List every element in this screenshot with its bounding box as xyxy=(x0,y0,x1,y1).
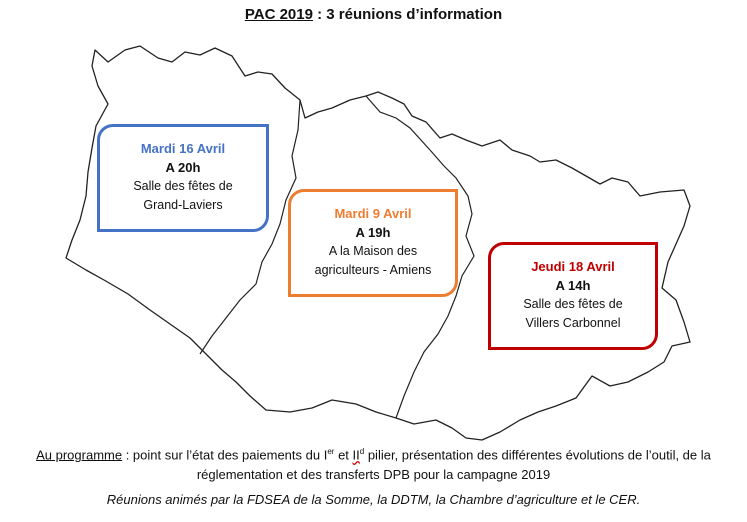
meeting-place-town: Villers Carbonnel xyxy=(525,316,621,330)
meeting-time: A 14h xyxy=(555,278,591,293)
department-border xyxy=(65,45,691,441)
meeting-place: A la Maison des xyxy=(328,244,418,258)
meeting-place: Salle des fêtes de xyxy=(133,179,233,193)
meeting-date: Jeudi 18 Avril xyxy=(531,259,615,274)
meeting-card-villers-carbonnel: Jeudi 18 Avril A 14h Salle des fêtes de … xyxy=(488,242,658,350)
district-border-east xyxy=(395,149,475,419)
meeting-time: A 19h xyxy=(355,225,391,240)
district-border-north xyxy=(365,95,431,151)
programme-text: Au programme : point sur l’état des paie… xyxy=(36,447,711,483)
meeting-place-town: agriculteurs - Amiens xyxy=(314,263,432,277)
meeting-date: Mardi 9 Avril xyxy=(334,206,412,221)
meeting-time: A 20h xyxy=(165,160,201,175)
district-border-west xyxy=(199,99,301,355)
meeting-card-grand-laviers: Mardi 16 Avril A 20h Salle des fêtes de … xyxy=(97,124,269,232)
meeting-card-amiens: Mardi 9 Avril A 19h A la Maison des agri… xyxy=(288,189,458,297)
meeting-date: Mardi 16 Avril xyxy=(140,141,226,156)
page-title: PAC 2019 : 3 réunions d’information xyxy=(244,6,503,23)
meeting-place-town: Grand-Laviers xyxy=(143,198,223,212)
organizers-credits: Réunions animés par la FDSEA de la Somme… xyxy=(106,492,641,507)
meeting-place: Salle des fêtes de xyxy=(523,297,623,311)
